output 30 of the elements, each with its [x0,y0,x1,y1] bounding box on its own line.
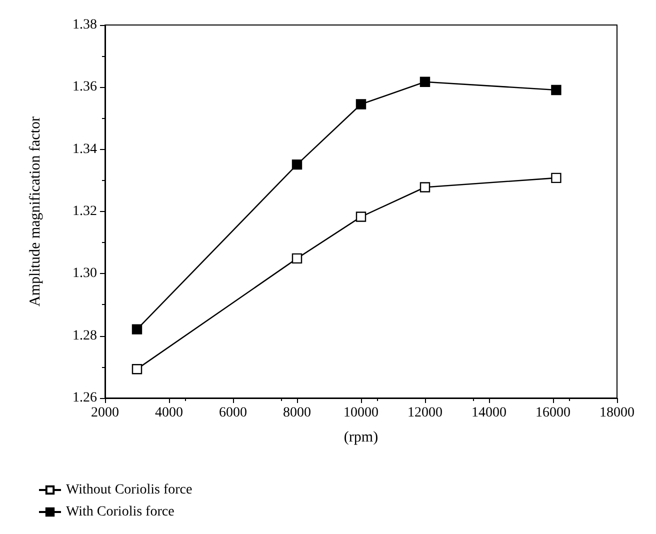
x-tick-label: 6000 [219,406,247,420]
point [292,253,302,264]
x-tick-label: 10000 [344,406,378,420]
x-tick-label: 4000 [155,406,183,420]
y-tick-label: 1.36 [72,80,97,95]
y-axis-title: Amplitude magnification factor [28,116,44,306]
x-tick-label: 16000 [536,406,570,420]
y-tick-label: 1.34 [72,142,97,157]
legend-label: Without Coriolis force [66,482,192,498]
y-tick-label: 1.32 [72,204,97,219]
x-axis-title: (rpm) [344,430,378,446]
point [356,212,366,222]
point [420,182,430,192]
legend-label: With Coriolis force [66,504,174,520]
y-tick-label: 1.28 [72,328,97,344]
point [292,159,302,170]
point [551,84,562,96]
x-tick-label: 8000 [283,406,311,420]
y-tick-label: 1.38 [72,18,97,32]
point [356,99,366,110]
y-tick-label: 1.30 [72,266,97,282]
point [420,76,430,87]
x-tick-label: 14000 [472,406,506,420]
point [132,324,142,334]
y-tick-label: 1.26 [72,390,97,406]
x-tick-label: 2000 [91,406,119,420]
point [551,172,562,184]
point [132,364,142,374]
x-tick-label: 12000 [408,406,442,420]
x-tick-label: 18000 [600,406,634,420]
